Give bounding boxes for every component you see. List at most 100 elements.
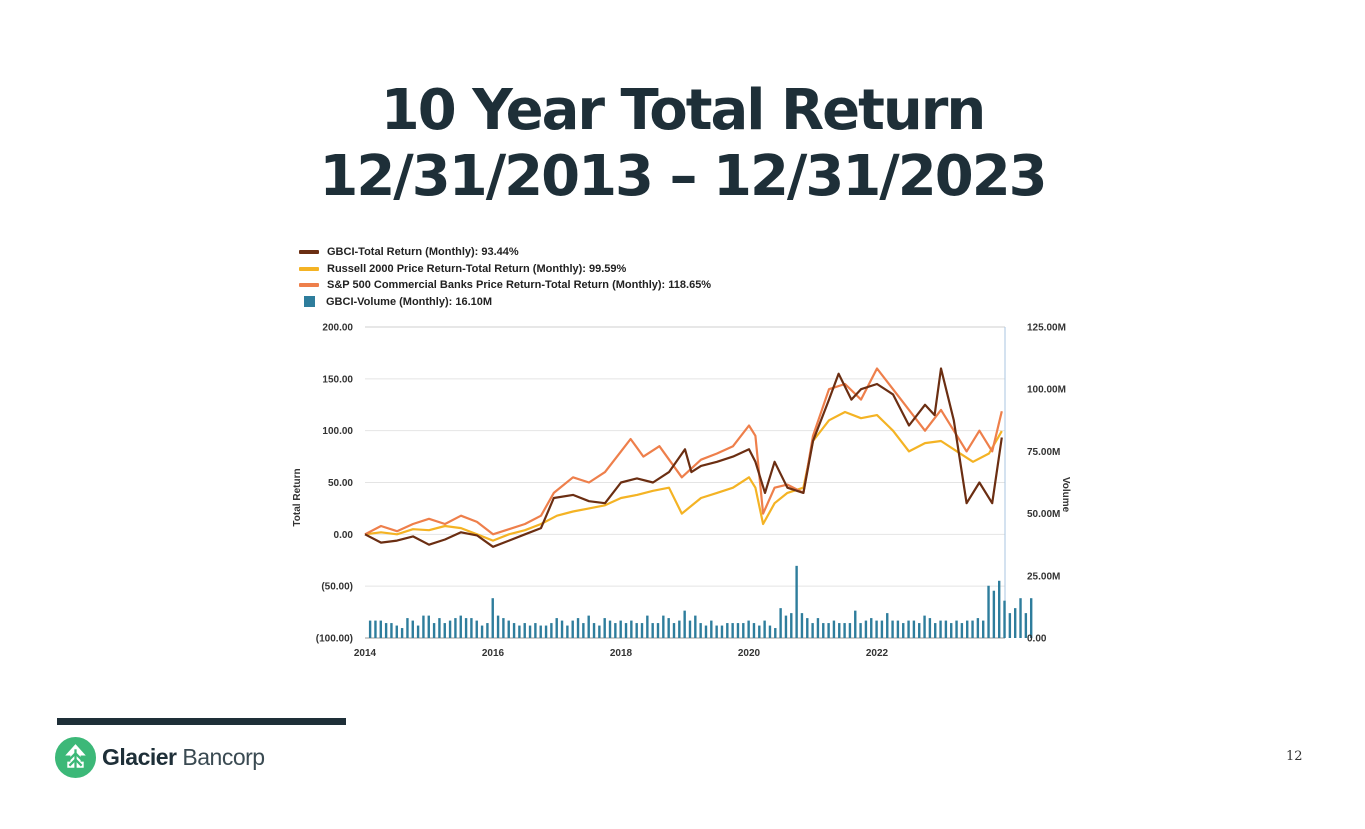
y2-tick-label: 100.00M <box>1027 385 1066 396</box>
volume-bar <box>752 623 756 638</box>
logo-name-light: Bancorp <box>182 744 265 770</box>
series-line <box>364 367 1003 536</box>
volume-bar <box>688 620 692 638</box>
volume-bar <box>715 625 718 638</box>
volume-bar <box>619 620 622 638</box>
volume-bar <box>832 620 836 638</box>
volume-bar <box>758 625 761 638</box>
volume-bar <box>507 620 510 638</box>
volume-bar <box>768 625 772 638</box>
legend-swatch <box>299 250 319 255</box>
volume-bar <box>464 618 468 638</box>
volume-bar <box>710 620 713 638</box>
volume-bar <box>438 618 441 638</box>
volume-bar <box>880 620 884 638</box>
volume-bar <box>811 623 814 638</box>
volume-bar <box>534 623 537 638</box>
volume-bar <box>411 620 414 638</box>
volume-bar <box>896 620 900 638</box>
volume-bar <box>971 620 974 638</box>
volume-bar <box>368 620 372 638</box>
legend-label: Russell 2000 Price Return-Total Return (… <box>327 262 627 275</box>
volume-bar <box>998 580 1001 638</box>
volume-bar <box>848 623 852 638</box>
volume-bar <box>576 618 580 638</box>
volume-bar <box>918 623 921 638</box>
volume-bar <box>1008 613 1012 638</box>
logo-wordmark: Glacier Bancorp <box>102 744 265 771</box>
volume-bar <box>950 623 953 638</box>
volume-bar <box>870 618 873 638</box>
volume-bar <box>976 618 980 638</box>
title-line-2: 12/31/2013 – 12/31/2023 <box>319 144 1047 209</box>
volume-bar <box>747 620 750 638</box>
volume-bar <box>640 623 644 638</box>
volume-bar <box>379 620 382 638</box>
volume-bar <box>742 623 745 638</box>
volume-bar <box>731 623 734 638</box>
volume-bar <box>395 625 398 638</box>
volume-bar <box>1003 600 1006 638</box>
volume-bar <box>1019 598 1022 638</box>
volume-bar <box>459 615 462 638</box>
volume-bar <box>512 623 516 638</box>
volume-bar <box>470 618 473 638</box>
volume-bar <box>427 615 430 638</box>
y2-axis-title: Volume <box>1060 477 1071 513</box>
volume-bar <box>859 623 862 638</box>
volume-bar <box>838 623 841 638</box>
y2-tick-label: 25.00M <box>1027 571 1060 582</box>
volume-bar <box>624 623 628 638</box>
legend-item: GBCI-Total Return (Monthly): 93.44% <box>299 244 711 261</box>
volume-bar <box>816 618 820 638</box>
volume-bar <box>864 620 868 638</box>
y-tick-label: 100.00 <box>322 426 353 437</box>
volume-bar <box>646 615 649 638</box>
volume-bar <box>982 620 985 638</box>
volume-bar <box>678 620 681 638</box>
volume-bar <box>784 615 788 638</box>
volume-bar <box>774 628 777 638</box>
volume-bar <box>779 608 782 638</box>
volume-bar <box>518 625 521 638</box>
x-tick-label: 2016 <box>482 648 505 659</box>
volume-bar <box>736 623 740 638</box>
volume-bar <box>939 620 942 638</box>
volume-bar <box>822 623 825 638</box>
volume-bar <box>934 623 937 638</box>
volume-bar <box>390 623 393 638</box>
volume-bar <box>1024 613 1028 638</box>
legend-label: GBCI-Volume (Monthly): 16.10M <box>326 295 493 308</box>
y2-tick-label: 0.00 <box>1027 634 1047 645</box>
title-line-1: 10 Year Total Return <box>380 78 986 143</box>
volume-bar <box>854 610 857 638</box>
volume-bar <box>614 623 617 638</box>
volume-bar <box>1013 608 1017 638</box>
volume-bar <box>699 623 702 638</box>
legend-swatch <box>299 283 319 288</box>
y-tick-label: 150.00 <box>322 374 353 385</box>
volume-bar <box>566 625 569 638</box>
volume-bar <box>571 620 574 638</box>
company-logo: Glacier Bancorp <box>55 737 265 778</box>
legend-item: S&P 500 Commercial Banks Price Return-To… <box>299 277 711 294</box>
volume-bar <box>667 618 670 638</box>
volume-bar <box>443 623 446 638</box>
volume-bar <box>630 620 633 638</box>
total-return-chart: 200.00 150.00 100.00 50.00 0.00 (50.00) (100.0… <box>292 323 1071 660</box>
volume-bar <box>432 623 436 638</box>
volume-bar <box>608 620 612 638</box>
volume-bar <box>656 623 660 638</box>
volume-bar <box>704 625 708 638</box>
volume-bar <box>843 623 846 638</box>
y-tick-label: (50.00) <box>321 582 353 593</box>
volume-bar <box>550 623 553 638</box>
volume-bar <box>795 565 798 638</box>
volume-bar <box>763 620 766 638</box>
volume-bar <box>672 623 676 638</box>
volume-bar <box>406 618 409 638</box>
volume-bar <box>955 620 958 638</box>
legend-label: GBCI-Total Return (Monthly): 93.44% <box>327 246 519 258</box>
volume-bar <box>587 615 590 638</box>
volume-bar <box>720 625 724 638</box>
